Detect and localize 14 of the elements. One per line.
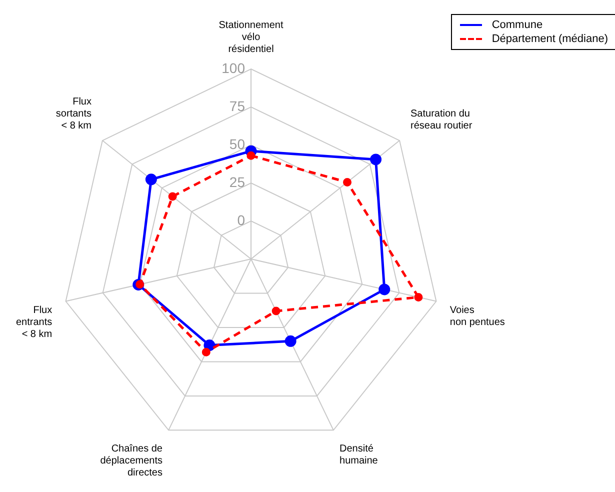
spoke-label: Voies non pentues	[450, 305, 505, 328]
y-tick-label: 100	[222, 60, 246, 76]
spoke-label: Flux entrants < 8 km	[16, 305, 52, 340]
spoke-label: Saturation du réseau routier	[410, 108, 473, 132]
y-tick-label: 0	[237, 212, 246, 228]
spoke-label: Chaînes de déplacements directes	[100, 444, 163, 479]
y-tick-label: 50	[229, 136, 246, 152]
spoke-label: Densité humaine	[340, 444, 378, 467]
legend-label: Commune	[492, 18, 543, 32]
spoke-label: Flux sortants < 8 km	[56, 96, 92, 132]
y-tick-label: 25	[229, 174, 246, 190]
spoke-label: Stationnement vélo résidentiel	[218, 20, 284, 55]
legend-label: Département (médiane)	[492, 32, 608, 46]
y-tick-label: 75	[229, 98, 246, 114]
